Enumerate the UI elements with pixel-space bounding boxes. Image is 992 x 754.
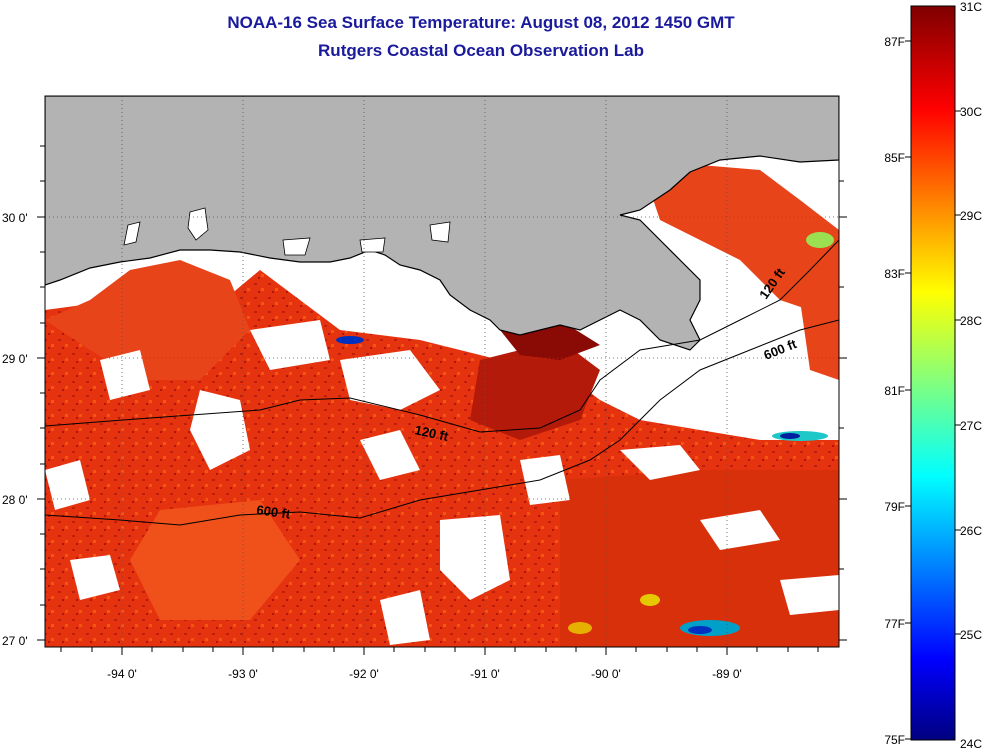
lon-label-93: -93 0' bbox=[228, 667, 258, 681]
colorbar bbox=[910, 5, 956, 741]
colorbar-label-25c: 25C bbox=[960, 628, 982, 642]
inland-lakes bbox=[123, 207, 451, 256]
colorbar-label-30c: 30C bbox=[960, 105, 982, 119]
colorbar-label-75f: 75F bbox=[884, 733, 905, 747]
lon-label-94: -94 0' bbox=[107, 667, 137, 681]
cool-water-spots bbox=[336, 232, 834, 636]
cloud-patches bbox=[45, 300, 839, 645]
map-image: 120 ft 120 ft 600 ft 600 ft bbox=[45, 96, 839, 647]
map-frame bbox=[44, 95, 840, 648]
colorbar-label-28c: 28C bbox=[960, 314, 982, 328]
grid-lines bbox=[45, 96, 839, 647]
lon-label-91: -91 0' bbox=[470, 667, 500, 681]
colorbar-label-31c: 31C bbox=[960, 0, 982, 14]
colorbar-label-81f: 81F bbox=[884, 384, 905, 398]
colorbar-label-83f: 83F bbox=[884, 267, 905, 281]
colorbar-label-87f: 87F bbox=[884, 35, 905, 49]
colorbar-label-85f: 85F bbox=[884, 151, 905, 165]
lon-label-89: -89 0' bbox=[712, 667, 742, 681]
map-subtitle: Rutgers Coastal Ocean Observation Lab bbox=[318, 41, 644, 60]
colorbar-label-79f: 79F bbox=[884, 500, 905, 514]
map-tick-marks bbox=[37, 145, 847, 655]
colorbar-label-26c: 26C bbox=[960, 524, 982, 538]
lat-label-27: 27 0' bbox=[2, 634, 28, 648]
lon-label-92: -92 0' bbox=[349, 667, 379, 681]
lat-label-29: 29 0' bbox=[2, 352, 28, 366]
lat-label-28: 28 0' bbox=[2, 493, 28, 507]
contour-label-600ft-west: 600 ft bbox=[256, 502, 292, 522]
colorbar-label-77f: 77F bbox=[884, 617, 905, 631]
colorbar-ticks bbox=[905, 40, 961, 740]
colorbar-label-24c: 24C bbox=[960, 737, 982, 751]
lon-label-90: -90 0' bbox=[591, 667, 621, 681]
depth-contours bbox=[45, 239, 839, 526]
colorbar-label-29c: 29C bbox=[960, 209, 982, 223]
map-title: NOAA-16 Sea Surface Temperature: August … bbox=[227, 13, 735, 32]
contour-label-120ft-west: 120 ft bbox=[413, 422, 450, 444]
colorbar-label-27c: 27C bbox=[960, 419, 982, 433]
lat-label-30: 30 0' bbox=[2, 211, 28, 225]
